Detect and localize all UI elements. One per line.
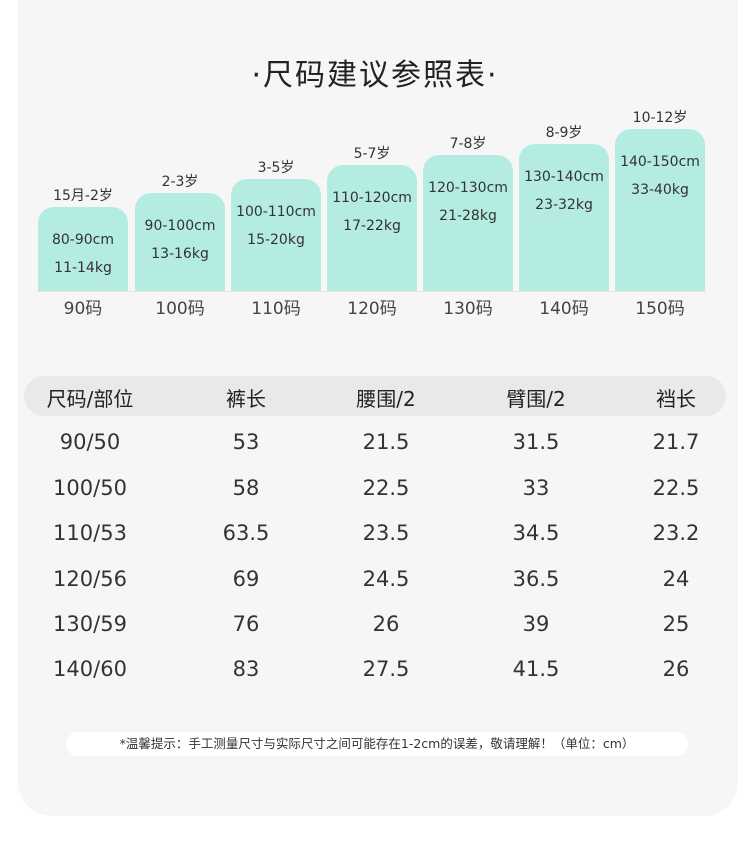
table-cell: 130/59 <box>53 612 127 636</box>
weight-range: 17-22kg <box>343 218 401 234</box>
table-cell: 76 <box>232 612 260 636</box>
size-label: 140码 <box>539 299 589 319</box>
table-cell: 63.5 <box>222 521 270 545</box>
size-label: 90码 <box>63 299 103 319</box>
table-cell: 69 <box>232 567 260 591</box>
age-label: 3-5岁 <box>257 160 295 176</box>
height-range: 80-90cm <box>51 232 114 248</box>
table-cell: 83 <box>232 657 260 681</box>
table-cell: 22.5 <box>652 476 700 500</box>
table-cell: 120/56 <box>53 567 127 591</box>
size-bar: 110-120cm 17-22kg <box>327 165 417 291</box>
age-label: 5-7岁 <box>353 146 391 162</box>
table-cell: 24 <box>662 567 690 591</box>
weight-range: 23-32kg <box>535 197 593 213</box>
table-header-cell: 尺码/部位 <box>46 387 134 411</box>
size-bar: 80-90cm 11-14kg <box>38 207 128 291</box>
size-label: 110码 <box>251 299 301 319</box>
table-cell: 24.5 <box>362 567 410 591</box>
age-label: 15月-2岁 <box>53 188 113 204</box>
table-cell: 33 <box>522 476 550 500</box>
table-cell: 36.5 <box>512 567 560 591</box>
weight-range: 13-16kg <box>151 246 209 262</box>
age-label: 7-8岁 <box>449 136 487 152</box>
table-cell: 58 <box>232 476 260 500</box>
size-bar: 120-130cm 21-28kg <box>423 155 513 291</box>
table-header-cell: 腰围/2 <box>356 387 416 411</box>
size-bar: 90-100cm 13-16kg <box>135 193 225 291</box>
measurement-note: *温馨提示：手工测量尺寸与实际尺寸之间可能存在1-2cm的误差，敬请理解！（单位… <box>66 732 688 756</box>
height-range: 100-110cm <box>236 204 316 220</box>
size-label: 150码 <box>635 299 685 319</box>
table-cell: 21.7 <box>652 430 700 454</box>
bar-baseline <box>38 291 706 292</box>
table-cell: 22.5 <box>362 476 410 500</box>
table-cell: 100/50 <box>53 476 127 500</box>
table-header-bar <box>24 376 726 416</box>
table-cell: 90/50 <box>59 430 121 454</box>
size-label: 130码 <box>443 299 493 319</box>
table-header-cell: 臂围/2 <box>506 387 566 411</box>
size-bar: 130-140cm 23-32kg <box>519 144 609 291</box>
weight-range: 11-14kg <box>54 260 112 276</box>
table-cell: 27.5 <box>362 657 410 681</box>
table-header-cell: 裆长 <box>656 387 696 411</box>
size-bar: 100-110cm 15-20kg <box>231 179 321 291</box>
table-header-cell: 裤长 <box>226 387 266 411</box>
page-title: ·尺码建议参照表· <box>251 58 499 93</box>
table-cell: 39 <box>522 612 550 636</box>
table-cell: 110/53 <box>53 521 127 545</box>
table-cell: 23.2 <box>652 521 700 545</box>
table-cell: 26 <box>372 612 400 636</box>
table-cell: 26 <box>662 657 690 681</box>
size-bar: 140-150cm 33-40kg <box>615 129 705 291</box>
height-range: 130-140cm <box>524 169 604 185</box>
table-cell: 53 <box>232 430 260 454</box>
table-cell: 140/60 <box>53 657 127 681</box>
table-cell: 25 <box>662 612 690 636</box>
age-label: 10-12岁 <box>632 110 688 126</box>
weight-range: 15-20kg <box>247 232 305 248</box>
table-cell: 31.5 <box>512 430 560 454</box>
age-label: 8-9岁 <box>545 125 583 141</box>
table-cell: 21.5 <box>362 430 410 454</box>
table-cell: 23.5 <box>362 521 410 545</box>
weight-range: 33-40kg <box>631 182 689 198</box>
height-range: 90-100cm <box>144 218 216 234</box>
table-cell: 34.5 <box>512 521 560 545</box>
weight-range: 21-28kg <box>439 208 497 224</box>
size-label: 100码 <box>155 299 205 319</box>
size-label: 120码 <box>347 299 397 319</box>
height-range: 140-150cm <box>620 154 700 170</box>
table-cell: 41.5 <box>512 657 560 681</box>
height-range: 110-120cm <box>332 190 412 206</box>
age-label: 2-3岁 <box>161 174 199 190</box>
height-range: 120-130cm <box>428 180 508 196</box>
